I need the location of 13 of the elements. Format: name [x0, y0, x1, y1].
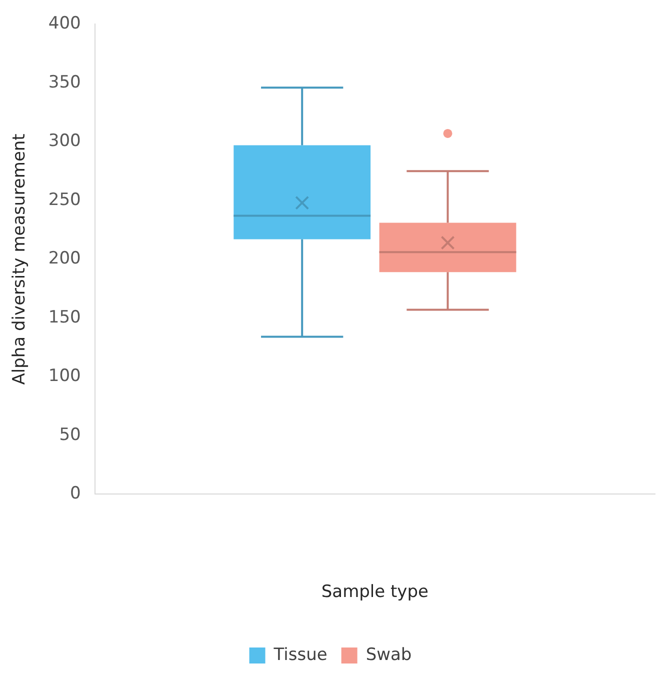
- y-tick-label: 400: [48, 14, 81, 34]
- y-tick-label: 200: [48, 248, 81, 269]
- legend-label: Swab: [366, 644, 412, 665]
- y-axis-title: Alpha diversity measurement: [10, 133, 30, 385]
- y-tick-label: 150: [48, 307, 81, 328]
- y-tick-label: 300: [48, 131, 81, 152]
- y-tick-label: 250: [48, 190, 81, 210]
- y-tick-label: 0: [70, 484, 81, 504]
- legend-label: Tissue: [272, 644, 328, 665]
- y-tick-label: 350: [48, 72, 81, 92]
- y-tick-label: 50: [59, 424, 81, 445]
- y-tick-label: 100: [48, 366, 81, 386]
- x-axis-title: Sample type: [321, 582, 428, 602]
